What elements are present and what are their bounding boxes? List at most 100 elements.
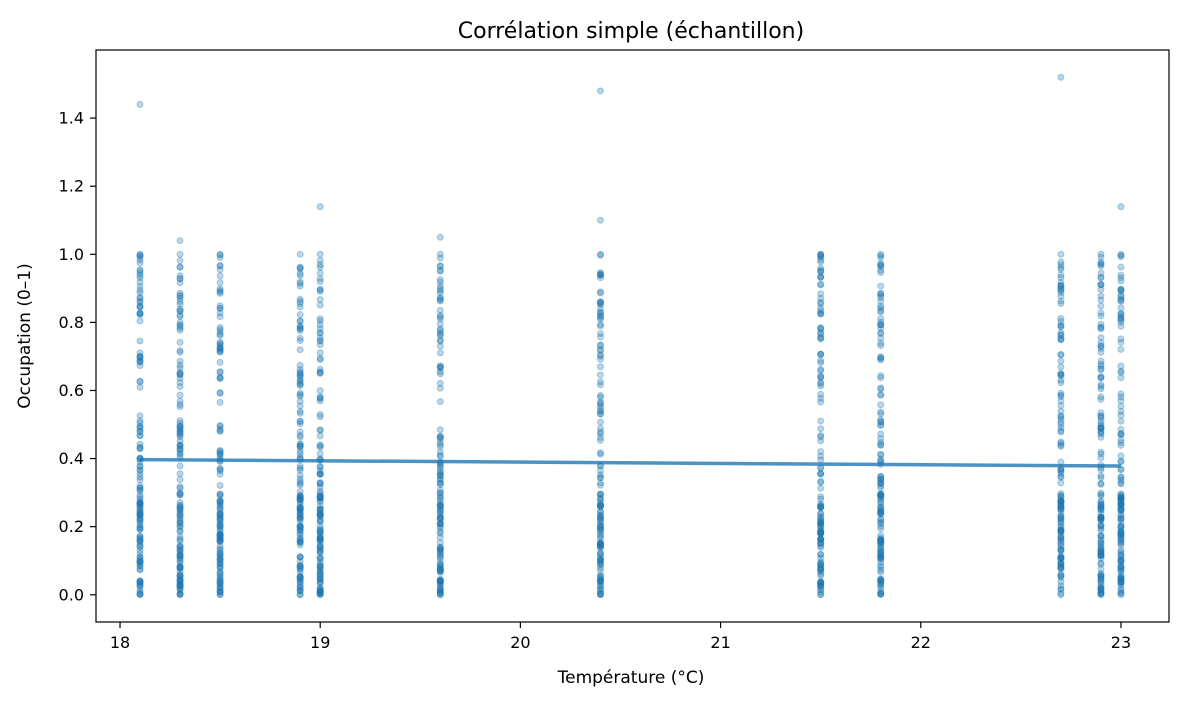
data-point (176, 449, 184, 457)
data-point (296, 539, 304, 547)
data-point (1097, 366, 1105, 374)
data-point (316, 591, 324, 599)
data-point (216, 368, 224, 376)
data-point (1117, 316, 1125, 324)
data-point (1057, 265, 1065, 273)
data-point (817, 551, 825, 559)
y-tick-label: 0.2 (59, 517, 84, 536)
data-point (1057, 500, 1065, 508)
data-point (216, 389, 224, 397)
data-point (1097, 281, 1105, 289)
data-point (1117, 497, 1125, 505)
data-point (176, 361, 184, 369)
data-point (316, 449, 324, 457)
data-point (1057, 533, 1065, 541)
data-point (1057, 589, 1065, 597)
data-point (817, 513, 825, 521)
data-point (1057, 331, 1065, 339)
data-point (1097, 578, 1105, 586)
data-point (1057, 513, 1065, 521)
data-point (817, 579, 825, 587)
data-point (817, 273, 825, 281)
data-point (1117, 368, 1125, 376)
data-point (1117, 402, 1125, 410)
data-point (136, 353, 144, 361)
data-point (176, 543, 184, 551)
data-point (316, 250, 324, 258)
data-point (817, 310, 825, 318)
data-point (596, 491, 604, 498)
data-point (817, 503, 825, 511)
data-point (877, 304, 885, 312)
data-point (1097, 412, 1105, 420)
data-point (1057, 427, 1065, 435)
data-point (1097, 429, 1105, 437)
data-point (1097, 524, 1105, 532)
data-point (316, 578, 324, 586)
data-point (1097, 325, 1105, 333)
data-point (1117, 293, 1125, 301)
data-point (436, 589, 444, 597)
data-point (296, 392, 304, 400)
data-point (1057, 321, 1065, 329)
data-point (176, 451, 184, 459)
data-point (316, 395, 324, 403)
data-point (1057, 420, 1065, 428)
data-point (216, 254, 224, 262)
data-point (216, 525, 224, 533)
data-point (1097, 586, 1105, 594)
data-point (596, 525, 604, 533)
data-point (216, 340, 224, 348)
data-point (436, 489, 444, 497)
data-point (316, 562, 324, 570)
data-point (817, 253, 825, 261)
data-point (176, 582, 184, 590)
data-point (1117, 492, 1125, 500)
data-point (877, 439, 885, 447)
data-point (316, 257, 324, 265)
data-point (817, 516, 825, 524)
data-point (1057, 527, 1065, 535)
data-point (817, 565, 825, 573)
data-point (316, 466, 324, 474)
data-point (316, 554, 324, 562)
data-point (136, 543, 144, 551)
data-point (1057, 547, 1065, 555)
data-point (1097, 262, 1105, 270)
data-point (216, 563, 224, 571)
data-point (596, 549, 604, 557)
data-point (1097, 425, 1105, 433)
data-point (296, 579, 304, 587)
data-point (1097, 342, 1105, 350)
data-point (296, 576, 304, 584)
data-point (316, 483, 324, 491)
data-point (216, 272, 224, 280)
data-point (1117, 501, 1125, 509)
data-point (136, 559, 144, 567)
data-point (596, 250, 604, 258)
data-point (436, 520, 444, 528)
data-point (436, 545, 444, 553)
data-point (176, 476, 184, 484)
data-point (316, 442, 324, 450)
outlier-point (136, 100, 144, 108)
data-point (877, 538, 885, 546)
data-point (176, 272, 184, 280)
y-tick-label: 0.8 (59, 313, 84, 332)
data-point (436, 522, 444, 530)
data-point (176, 322, 184, 330)
data-point (136, 309, 144, 317)
data-point (1097, 344, 1105, 352)
data-point (216, 497, 224, 505)
data-point (296, 492, 304, 500)
data-point (176, 523, 184, 531)
data-point (877, 579, 885, 587)
data-point (1117, 285, 1125, 293)
data-point (296, 498, 304, 506)
data-point (136, 428, 144, 436)
data-point (877, 590, 885, 598)
data-point (176, 422, 184, 430)
data-point (316, 588, 324, 596)
data-point (316, 554, 324, 562)
data-point (817, 509, 825, 517)
